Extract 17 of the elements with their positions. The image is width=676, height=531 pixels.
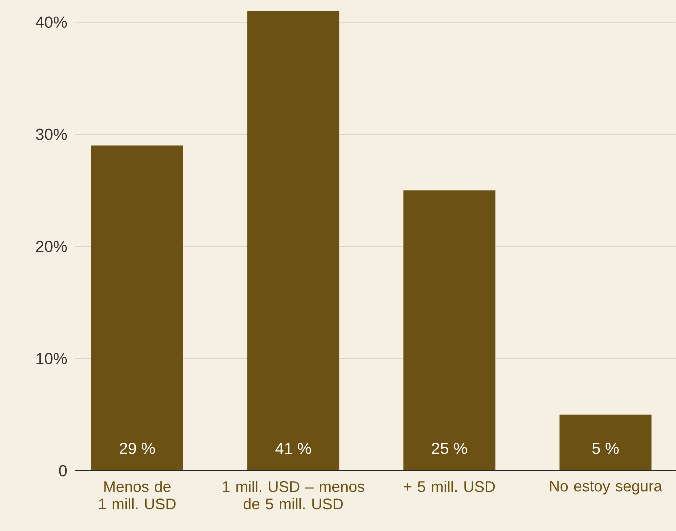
y-tick-label: 10%	[36, 353, 68, 364]
bar	[560, 414, 652, 471]
data-label: 25 %	[432, 442, 468, 454]
y-tick-label: 30%	[36, 128, 68, 140]
y-tick-label: 20%	[36, 241, 68, 252]
x-tick-label: 1 mill. USD – menos de 5 mill. USD	[223, 481, 365, 510]
data-label: 5 %	[592, 443, 619, 454]
bar	[91, 146, 184, 471]
x-tick-label: No estoy segura	[550, 481, 662, 495]
y-tick-label: 0	[59, 465, 68, 477]
y-tick-label: 40%	[36, 16, 68, 28]
bar	[248, 11, 340, 471]
x-tick-label: + 5 mill. USD	[404, 481, 496, 492]
data-label: 29 %	[120, 442, 156, 454]
bar	[404, 190, 496, 471]
data-label: 41 %	[276, 443, 312, 454]
x-tick-label: Menos de 1 mill. USD	[99, 481, 176, 510]
